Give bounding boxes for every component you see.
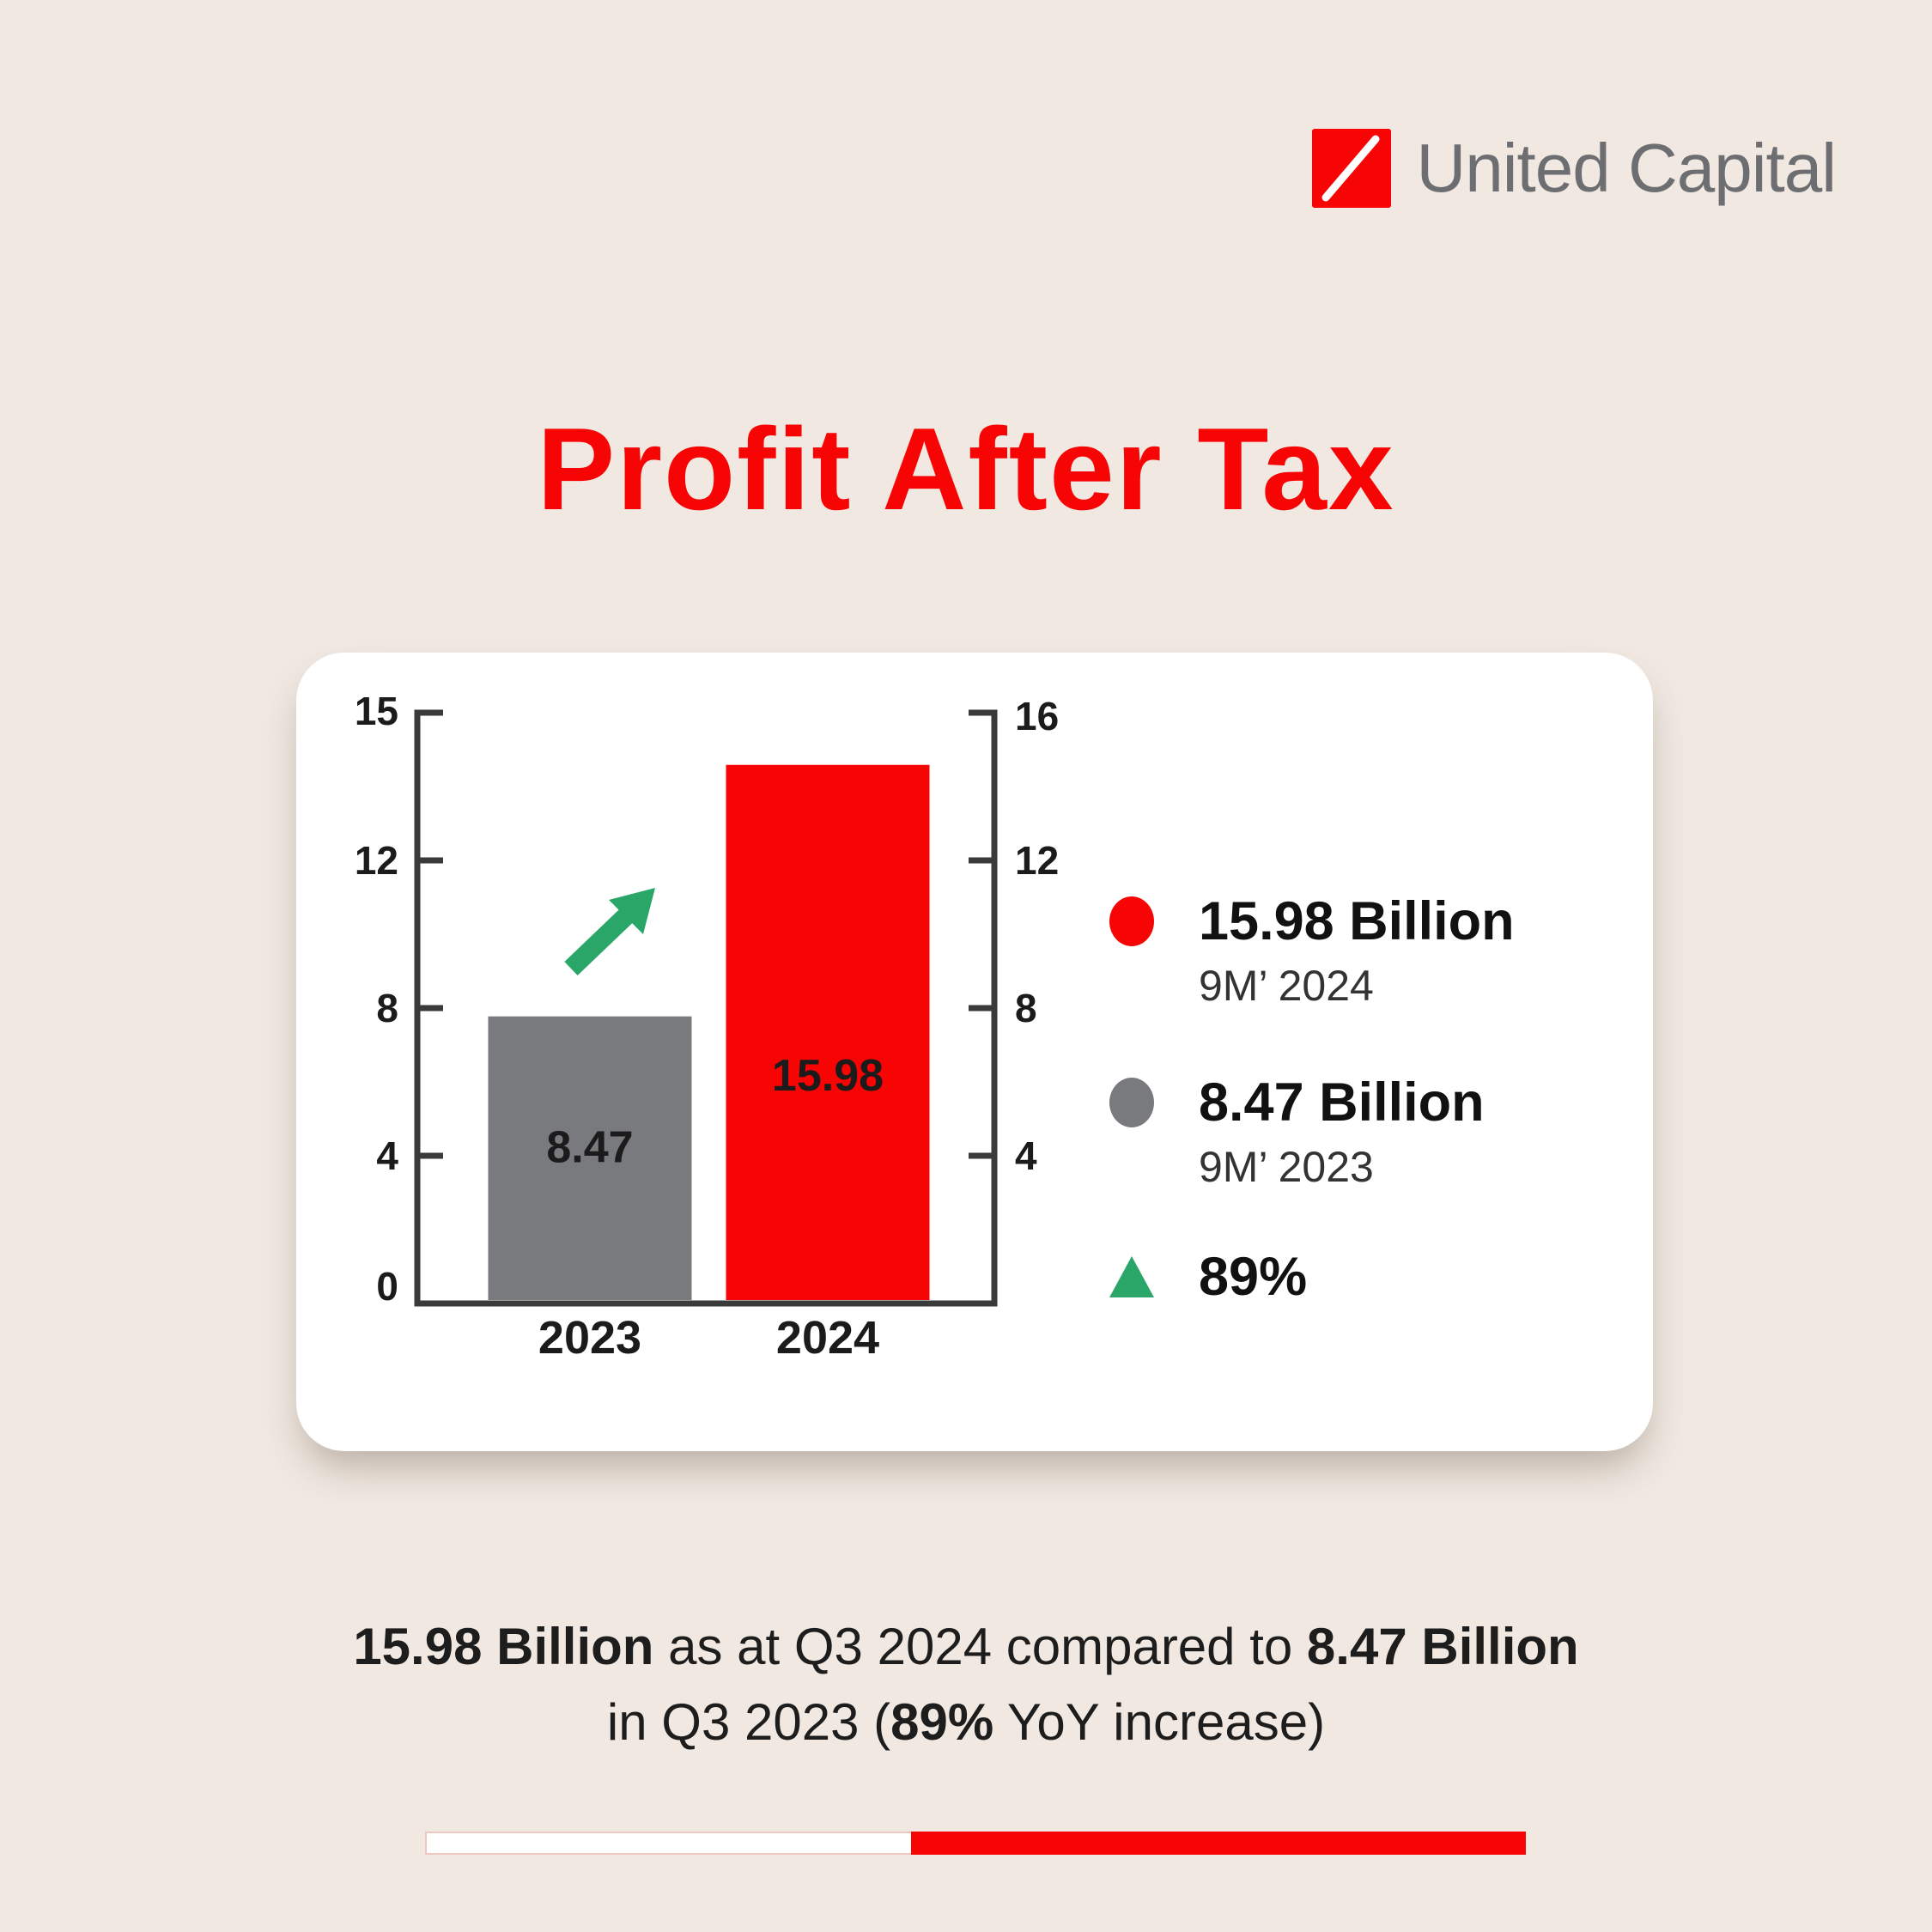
page-title: Profit After Tax — [537, 404, 1395, 534]
summary-highlight: 89% — [890, 1693, 994, 1751]
summary-line: in Q3 2023 (89% YoY increase) — [0, 1685, 1932, 1760]
legend-marker-shape — [1109, 1256, 1154, 1297]
bar-2024 — [726, 764, 930, 1300]
legend-texts: 89% — [1199, 1239, 1307, 1315]
growth-arrow-head-icon — [609, 888, 655, 934]
legend-item: 15.98 Billion 9M’ 2024 — [1109, 884, 1515, 1012]
right-axis-label: 4 — [1015, 1133, 1037, 1178]
right-axis-label: 16 — [1015, 694, 1059, 738]
left-axis-label: 0 — [376, 1264, 398, 1309]
legend-dot-icon — [1109, 1078, 1154, 1127]
left-axis-label: 4 — [376, 1133, 398, 1178]
left-axis-label: 15 — [355, 689, 398, 733]
united-capital-logo-icon — [1311, 129, 1391, 208]
legend-period: 9M’ 2023 — [1199, 1143, 1374, 1191]
legend-item: 8.47 Billion 9M’ 2023 — [1109, 1065, 1485, 1194]
legend-texts: 8.47 Billion 9M’ 2023 — [1199, 1065, 1485, 1194]
brand-logo: United Capital — [1311, 129, 1837, 208]
summary-highlight: 15.98 Billion — [353, 1618, 654, 1675]
summary-text-segment: as at Q3 2024 compared to — [653, 1618, 1307, 1675]
progress-bar-fill — [911, 1832, 1526, 1855]
legend-dot-icon — [1109, 896, 1154, 946]
summary-text: 15.98 Billion as at Q3 2024 compared to … — [0, 1609, 1932, 1760]
bar-value-label: 8.47 — [546, 1123, 633, 1173]
chart-card: 15 12 8 4 0 16 12 8 4 8.47 2023 15.98 2024 15.98 Bil… — [296, 653, 1653, 1451]
legend-item: 89% — [1109, 1239, 1307, 1315]
progress-bar — [425, 1832, 1526, 1855]
legend-value: 89% — [1199, 1247, 1308, 1307]
bar-value-label: 15.98 — [772, 1051, 884, 1101]
x-axis-label: 2024 — [776, 1312, 879, 1364]
summary-highlight: 8.47 Billion — [1306, 1618, 1579, 1675]
legend-texts: 15.98 Billion 9M’ 2024 — [1199, 884, 1515, 1012]
legend-marker-shape — [1109, 1078, 1154, 1127]
x-axis-label: 2023 — [538, 1312, 641, 1364]
legend-value: 15.98 Billion — [1199, 891, 1515, 951]
bar-2023 — [488, 1016, 692, 1300]
summary-text-segment: in Q3 2023 ( — [606, 1693, 891, 1751]
up-triangle-icon — [1109, 1256, 1154, 1297]
bar-chart: 15 12 8 4 0 16 12 8 4 8.47 2023 15.98 2024 — [355, 689, 1059, 1364]
legend-marker-shape — [1109, 896, 1154, 946]
left-axis-label: 8 — [376, 986, 398, 1030]
right-axis-label: 12 — [1015, 838, 1059, 883]
growth-arrow-icon — [564, 906, 636, 975]
legend-period: 9M’ 2024 — [1199, 962, 1374, 1010]
summary-text-segment: YoY increase) — [993, 1693, 1326, 1751]
summary-line: 15.98 Billion as at Q3 2024 compared to … — [0, 1609, 1932, 1685]
brand-name: United Capital — [1416, 130, 1837, 206]
legend-value: 8.47 Billion — [1199, 1072, 1485, 1133]
right-axis-label: 8 — [1015, 986, 1037, 1030]
left-axis-label: 12 — [355, 838, 398, 883]
axes-frame — [414, 709, 998, 1307]
